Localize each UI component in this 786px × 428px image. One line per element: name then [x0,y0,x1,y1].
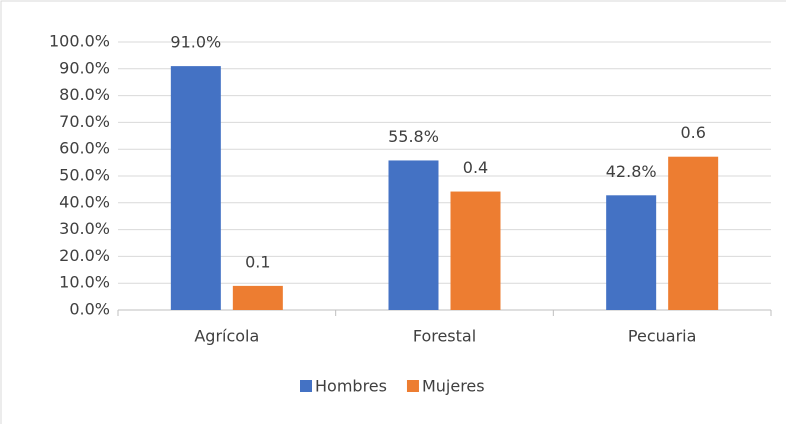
bar [450,191,501,310]
data-label: 0.1 [245,252,270,271]
y-tick-label: 100.0% [49,32,110,51]
y-tick-label: 30.0% [59,219,110,238]
bar [170,66,221,311]
y-tick-label: 10.0% [59,273,110,292]
legend-swatch [406,380,419,392]
data-label: 0.6 [680,123,705,142]
data-label: 55.8% [388,127,439,146]
y-tick-label: 70.0% [59,112,110,131]
bar [388,160,439,310]
y-tick-label: 20.0% [59,246,110,265]
y-tick-label: 40.0% [59,192,110,211]
x-tick-label: Forestal [413,327,476,346]
data-label: 42.8% [606,162,657,181]
data-label: 0.4 [463,158,488,177]
data-label: 91.0% [170,33,221,52]
x-tick-label: Agrícola [194,327,259,346]
x-tick-label: Pecuaria [628,327,697,346]
y-tick-label: 90.0% [59,58,110,77]
y-tick-label: 60.0% [59,139,110,158]
legend-label: Mujeres [422,377,485,396]
y-tick-label: 50.0% [59,166,110,185]
bar [232,285,283,310]
legend-label: Hombres [315,377,387,396]
y-tick-label: 80.0% [59,85,110,104]
legend-swatch [300,380,312,392]
bar [668,156,719,310]
y-tick-label: 0.0% [69,300,110,319]
bar [606,195,657,310]
